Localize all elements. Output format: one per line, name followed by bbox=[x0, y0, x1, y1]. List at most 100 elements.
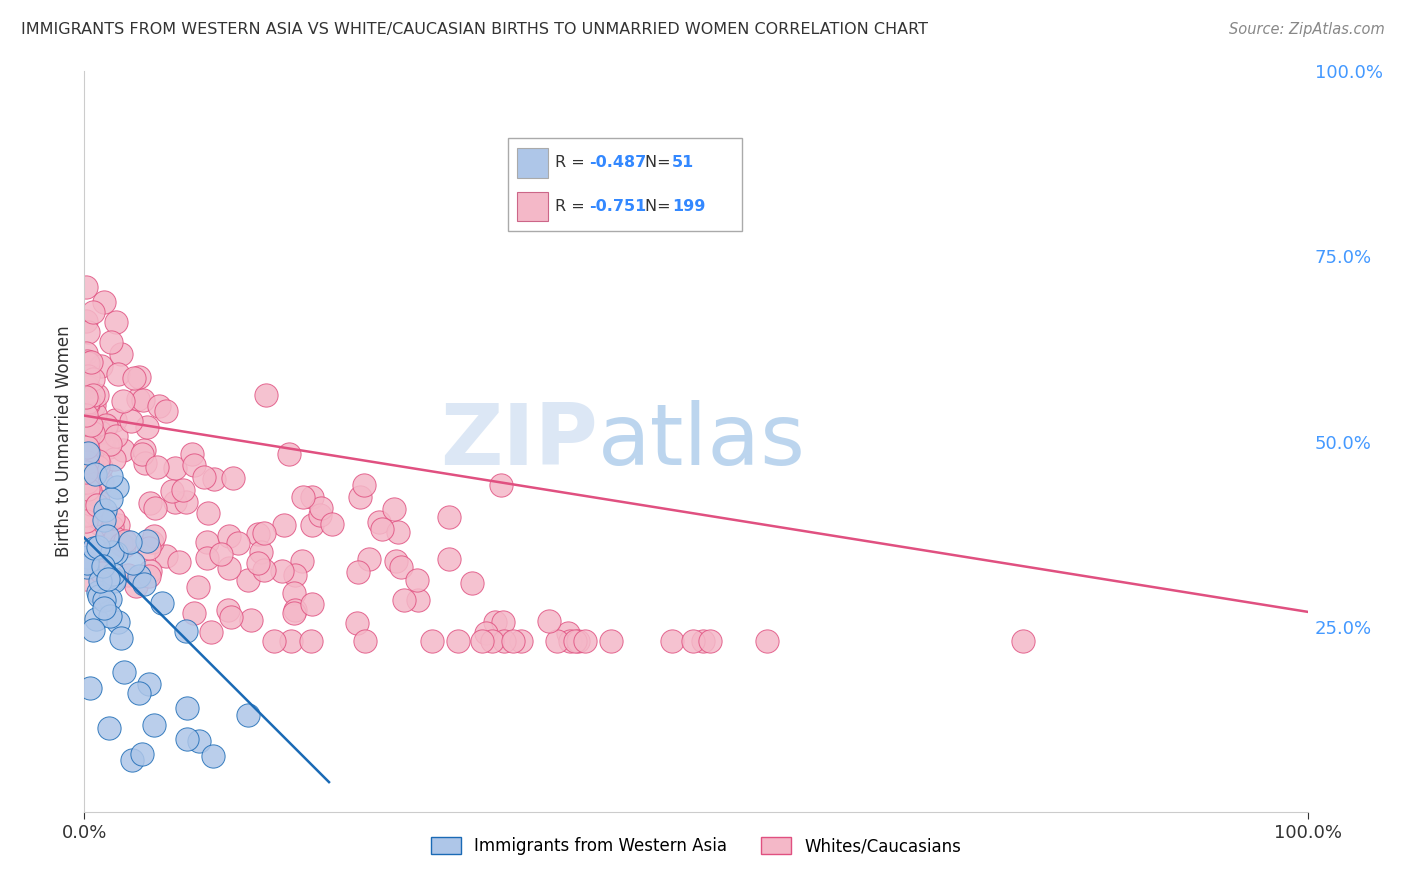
Point bbox=[75, 280, 97, 294]
Point bbox=[90, 475, 112, 490]
Point bbox=[408, 592, 430, 607]
Point bbox=[484, 615, 506, 629]
Point bbox=[112, 539, 135, 553]
Point bbox=[83, 398, 105, 412]
Point bbox=[139, 496, 162, 510]
Point bbox=[93, 600, 115, 615]
Point bbox=[93, 592, 115, 607]
Point bbox=[176, 732, 198, 747]
Point bbox=[134, 456, 156, 470]
FancyBboxPatch shape bbox=[517, 192, 548, 221]
Point bbox=[567, 634, 589, 648]
Point bbox=[187, 580, 209, 594]
Point bbox=[77, 445, 100, 459]
Point bbox=[75, 492, 97, 507]
Point bbox=[447, 634, 470, 648]
Point bbox=[167, 555, 190, 569]
Point bbox=[347, 565, 370, 579]
Point bbox=[1011, 634, 1033, 648]
Point bbox=[475, 625, 498, 640]
Point bbox=[371, 522, 394, 536]
Point bbox=[76, 484, 98, 499]
Point bbox=[699, 634, 721, 648]
Point bbox=[292, 490, 315, 504]
Point bbox=[252, 526, 274, 541]
Point bbox=[76, 475, 98, 489]
Point bbox=[132, 442, 155, 457]
Point bbox=[101, 520, 124, 534]
Point bbox=[75, 461, 97, 475]
Point bbox=[537, 615, 560, 629]
Point bbox=[98, 721, 121, 735]
Point bbox=[98, 436, 121, 450]
Point bbox=[357, 552, 380, 566]
Point bbox=[131, 747, 153, 761]
Point bbox=[491, 478, 513, 492]
Point bbox=[284, 568, 307, 582]
Point bbox=[564, 634, 586, 648]
Point bbox=[291, 553, 314, 567]
Point bbox=[141, 535, 163, 549]
Point bbox=[110, 347, 132, 361]
Point bbox=[94, 502, 117, 516]
Point bbox=[321, 516, 343, 531]
Point bbox=[195, 550, 218, 565]
Point bbox=[75, 345, 97, 359]
Point bbox=[346, 616, 368, 631]
Point bbox=[98, 592, 121, 607]
Point bbox=[75, 551, 97, 566]
Point bbox=[75, 550, 97, 565]
Point bbox=[301, 518, 323, 533]
Point bbox=[90, 459, 112, 474]
Point bbox=[114, 534, 136, 549]
Point bbox=[76, 394, 98, 409]
Point bbox=[138, 541, 160, 555]
Point bbox=[692, 634, 714, 648]
Point bbox=[87, 540, 110, 554]
Point bbox=[193, 469, 215, 483]
Point bbox=[86, 498, 108, 512]
Y-axis label: Births to Unmarried Women: Births to Unmarried Women bbox=[55, 326, 73, 558]
Point bbox=[93, 434, 115, 449]
FancyBboxPatch shape bbox=[517, 148, 548, 178]
Point bbox=[128, 569, 150, 583]
Text: R =: R = bbox=[555, 155, 591, 170]
Point bbox=[202, 472, 225, 486]
Point bbox=[96, 437, 118, 451]
Point bbox=[353, 477, 375, 491]
Point bbox=[76, 446, 98, 460]
Point bbox=[131, 447, 153, 461]
Point bbox=[132, 392, 155, 407]
Point bbox=[270, 564, 292, 578]
Text: R =: R = bbox=[555, 199, 591, 214]
Point bbox=[75, 530, 97, 544]
Point bbox=[145, 459, 167, 474]
Point bbox=[222, 471, 245, 485]
Point bbox=[188, 733, 211, 747]
Point bbox=[103, 452, 125, 467]
Point bbox=[139, 564, 162, 578]
Point bbox=[280, 634, 302, 648]
Point bbox=[89, 574, 111, 589]
Point bbox=[122, 556, 145, 570]
Point bbox=[94, 418, 117, 433]
Point bbox=[100, 491, 122, 506]
Point bbox=[76, 550, 98, 565]
Point bbox=[218, 529, 240, 543]
Point bbox=[100, 469, 122, 483]
Point bbox=[83, 541, 105, 556]
Point bbox=[142, 529, 165, 543]
Point bbox=[309, 508, 332, 523]
Point bbox=[87, 562, 110, 576]
Point bbox=[82, 304, 104, 318]
Point bbox=[682, 634, 704, 648]
Point bbox=[103, 573, 125, 587]
Point bbox=[263, 634, 285, 648]
Point bbox=[107, 368, 129, 382]
Point bbox=[82, 388, 104, 402]
Point bbox=[97, 572, 120, 586]
Point bbox=[76, 508, 98, 522]
Point bbox=[183, 458, 205, 473]
Point bbox=[502, 634, 524, 648]
Text: -0.487: -0.487 bbox=[589, 155, 647, 170]
